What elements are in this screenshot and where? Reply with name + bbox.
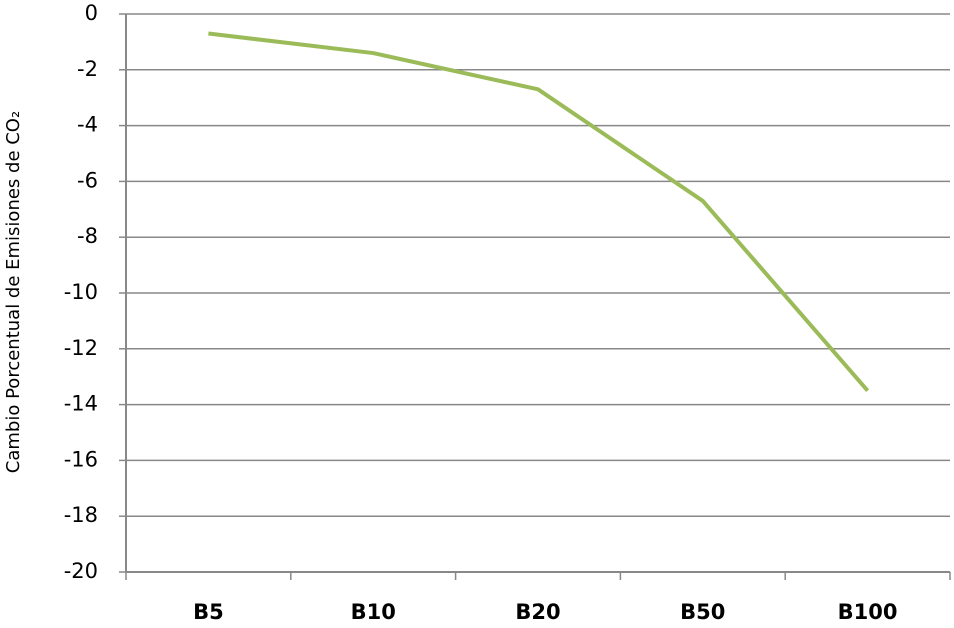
x-tick-label: B100 — [838, 600, 898, 624]
y-tick-label: -20 — [64, 559, 98, 583]
y-tick-label: -12 — [64, 336, 98, 360]
y-tick-label: 0 — [85, 1, 98, 25]
x-tick-label: B20 — [515, 600, 560, 624]
y-tick-label: -6 — [77, 168, 98, 192]
line-series — [208, 31, 870, 392]
y-tick-label: -16 — [64, 447, 98, 471]
x-tick-label: B50 — [680, 600, 725, 624]
y-tick-label: -4 — [77, 113, 98, 137]
y-tick-label: -2 — [77, 57, 98, 81]
x-tick-label: B10 — [351, 600, 396, 624]
y-axis-label: Cambio Porcentual de Emisiones de CO₂ — [3, 111, 24, 473]
y-tick-label: -8 — [77, 224, 98, 248]
y-tick-label: -18 — [64, 503, 98, 527]
x-tick-label: B5 — [193, 600, 224, 624]
y-tick-label: -14 — [64, 392, 98, 416]
y-tick-label: -10 — [64, 280, 98, 304]
